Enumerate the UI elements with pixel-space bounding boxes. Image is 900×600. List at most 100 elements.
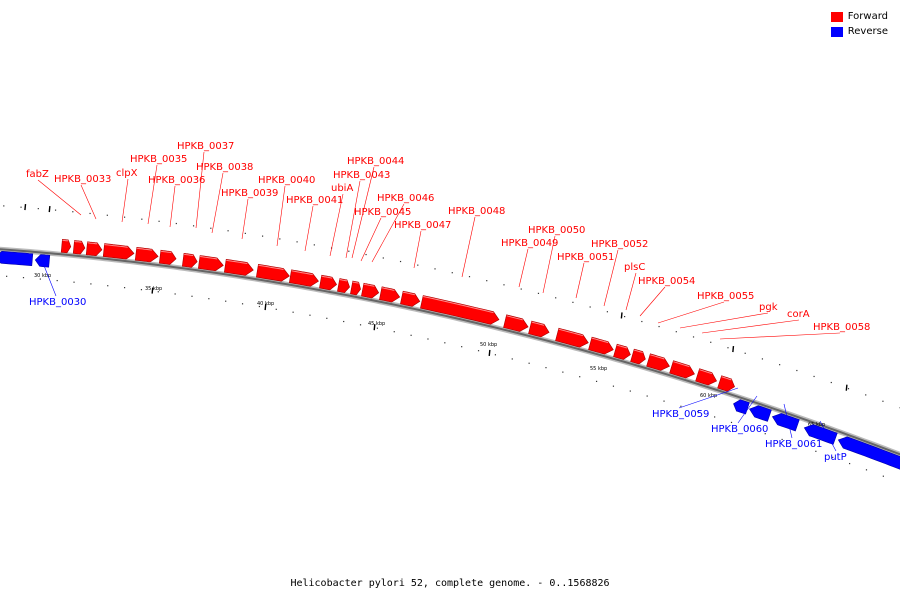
forward-gene-label: HPKB_0039 (221, 188, 278, 199)
minor-tick (174, 293, 176, 295)
forward-gene-arrow[interactable] (669, 360, 695, 379)
minor-tick (865, 469, 868, 471)
reverse-leader-line (819, 420, 837, 452)
minor-tick (847, 388, 850, 390)
minor-tick (382, 257, 384, 259)
minor-tick (227, 230, 229, 232)
minor-tick (744, 352, 746, 354)
minor-tick (225, 300, 227, 302)
forward-leader-line (639, 286, 666, 317)
forward-leader-line (241, 198, 249, 240)
forward-gene-arrow[interactable] (85, 241, 103, 257)
forward-leader-line (276, 185, 286, 247)
forward-gene-arrow[interactable] (630, 348, 646, 365)
forward-leader-line (345, 180, 361, 259)
minor-tick (210, 227, 212, 229)
minor-tick (882, 475, 884, 477)
forward-gene-label: fabZ (26, 169, 49, 180)
minor-tick (779, 364, 781, 366)
forward-gene-arrow[interactable] (588, 336, 614, 355)
minor-tick (376, 327, 378, 329)
forward-leader-line (518, 248, 529, 288)
reverse-gene-label: HPKB_0030 (29, 297, 86, 308)
minor-tick (624, 315, 626, 318)
reverse-gene-arrow[interactable] (0, 250, 34, 267)
minor-tick (537, 292, 540, 294)
minor-tick (140, 289, 143, 291)
minor-tick (241, 303, 244, 305)
reverse-gene-arrow[interactable] (803, 424, 838, 445)
forward-gene-arrow[interactable] (181, 252, 198, 268)
forward-gene-label: HPKB_0051 (557, 252, 614, 263)
minor-tick (781, 438, 783, 441)
forward-gene-arrow[interactable] (134, 246, 159, 263)
major-tick (845, 384, 848, 391)
reverse-gene-arrow[interactable] (771, 413, 800, 432)
forward-leader-line (195, 151, 205, 229)
forward-gene-arrow-highlight (74, 241, 82, 243)
minor-tick (468, 276, 471, 278)
reverse-gene-arrow[interactable] (837, 436, 900, 470)
forward-gene-arrow[interactable] (695, 368, 718, 386)
forward-gene-arrow-highlight (506, 315, 523, 321)
genome-backbone-core (0, 248, 900, 456)
minor-tick (747, 427, 749, 429)
forward-gene-arrow[interactable] (646, 353, 670, 371)
forward-leader-line (625, 272, 637, 311)
genome-caption: Helicobacter pylori 52, complete genome.… (290, 578, 610, 589)
minor-tick (503, 284, 505, 286)
forward-gene-arrow-highlight (104, 244, 128, 248)
minor-tick (73, 281, 75, 283)
forward-leader-line (413, 230, 422, 269)
forward-gene-arrow[interactable] (379, 286, 401, 303)
forward-gene-arrow[interactable] (337, 278, 350, 294)
minor-tick (589, 306, 591, 308)
forward-gene-arrow[interactable] (319, 274, 337, 291)
forward-gene-label: HPKB_0035 (130, 154, 187, 165)
minor-tick (641, 320, 643, 323)
forward-gene-arrow-highlight (650, 354, 665, 360)
minor-tick (54, 209, 57, 211)
minor-tick (39, 278, 41, 280)
forward-gene-arrow[interactable] (72, 240, 86, 255)
forward-gene-arrow-highlight (591, 337, 609, 344)
forward-gene-arrow-highlight (616, 344, 628, 349)
reverse-leader-line (678, 387, 739, 409)
minor-tick (579, 376, 581, 378)
reverse-gene-arrow[interactable] (733, 399, 750, 415)
forward-leader-line (603, 249, 619, 307)
forward-gene-arrow[interactable] (555, 327, 589, 348)
reverse-gene-arrow[interactable] (749, 405, 772, 422)
forward-gene-arrow[interactable] (361, 282, 380, 299)
minor-tick (72, 211, 74, 213)
major-tick (48, 206, 51, 213)
forward-gene-arrow[interactable] (158, 249, 177, 265)
minor-tick (348, 250, 350, 252)
minor-tick (399, 260, 402, 263)
forward-gene-arrow-highlight (531, 321, 545, 326)
forward-leader-line (657, 301, 725, 324)
reverse-gene-arrow[interactable] (34, 254, 51, 268)
major-tick (488, 349, 491, 357)
scale-label: 45 kbp (368, 321, 385, 327)
forward-gene-arrow[interactable] (420, 295, 500, 325)
forward-gene-arrow[interactable] (400, 290, 421, 307)
minor-tick (158, 220, 160, 222)
minor-tick (612, 385, 615, 387)
forward-gene-arrow-highlight (339, 279, 348, 282)
minor-tick (555, 297, 557, 299)
forward-gene-arrow[interactable] (60, 238, 72, 254)
scale-label: 60 kbp (700, 393, 717, 399)
forward-gene-arrow-highlight (258, 264, 284, 270)
minor-tick (279, 238, 281, 240)
minor-tick (244, 232, 246, 234)
forward-gene-arrow-highlight (558, 328, 584, 337)
forward-gene-arrow[interactable] (350, 280, 361, 296)
minor-tick (528, 362, 530, 364)
minor-tick (141, 218, 143, 220)
major-tick (620, 312, 623, 319)
minor-tick (37, 208, 39, 210)
minor-tick (764, 433, 766, 435)
minor-tick (486, 280, 488, 282)
forward-gene-arrow[interactable] (503, 314, 529, 332)
